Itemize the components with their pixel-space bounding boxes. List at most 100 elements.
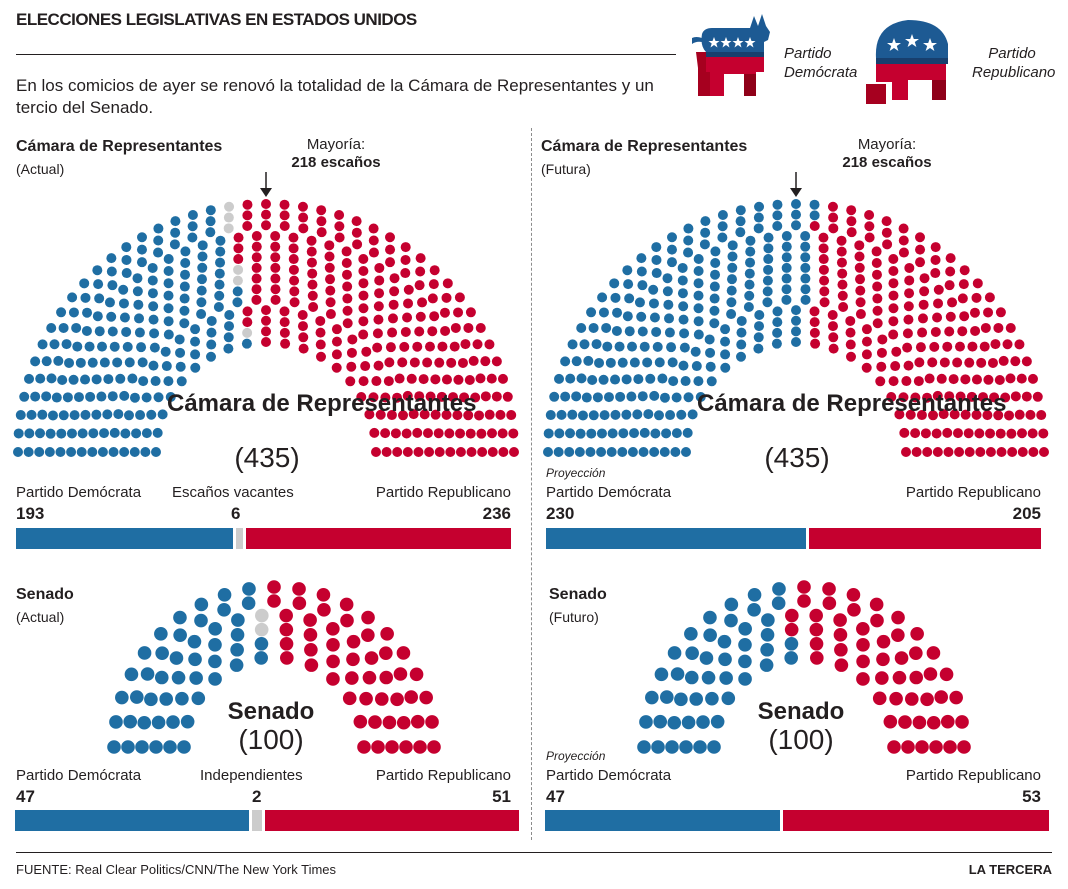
seat-partido-democrata — [687, 409, 698, 420]
seat-partido-democrata — [651, 268, 662, 279]
seat-partido-republicano — [324, 240, 335, 251]
seat-partido-republicano — [797, 594, 811, 608]
seat-partido-democrata — [719, 671, 733, 685]
seat-partido-republicano — [1036, 410, 1047, 421]
seat-partido-democrata — [693, 266, 704, 276]
seat-partido-republicano — [971, 292, 982, 303]
seat-partido-democrata — [23, 447, 34, 457]
seat-partido-democrata — [194, 613, 208, 628]
seat-partido-democrata — [665, 410, 676, 421]
seat-partido-democrata — [151, 715, 166, 730]
seat-partido-democrata — [91, 374, 102, 385]
seat-partido-democrata — [120, 428, 131, 439]
seat-partido-democrata — [634, 297, 645, 308]
seat-partido-democrata — [180, 258, 191, 268]
seat-partido-republicano — [917, 327, 928, 338]
seat-partido-democrata — [652, 341, 663, 352]
seat-partido-democrata — [107, 740, 121, 754]
seat-partido-democrata — [140, 447, 151, 457]
seat-partido-democrata — [196, 309, 207, 320]
seat-partido-democrata — [224, 309, 235, 320]
seat-partido-democrata — [214, 279, 225, 290]
seat-partido-democrata — [137, 646, 152, 660]
seat-partido-democrata — [726, 297, 737, 308]
seat-partido-democrata — [642, 357, 653, 368]
seat-partido-republicano — [904, 262, 915, 273]
seat-partido-republicano — [373, 314, 384, 325]
seat-partido-republicano — [1002, 339, 1013, 350]
seat-partido-democrata — [707, 740, 721, 754]
seat-partido-democrata — [153, 247, 164, 258]
seat-partido-republicano — [854, 251, 865, 262]
seat-partido-democrata — [197, 251, 208, 262]
seat-partido-democrata — [179, 281, 190, 292]
seat-partido-democrata — [636, 311, 647, 322]
seat-partido-republicano — [463, 410, 474, 421]
seat-partido-democrata — [137, 232, 147, 243]
seat-partido-republicano — [390, 428, 401, 439]
seat-partido-republicano — [345, 376, 356, 387]
seat-partido-democrata — [231, 613, 245, 627]
seat-partido-democrata — [662, 273, 673, 284]
seat-partido-republicano — [827, 321, 838, 332]
seat-partido-republicano — [837, 268, 848, 279]
seat-partido-democrata — [784, 651, 798, 665]
seat-partido-republicano — [470, 392, 481, 403]
seat-partido-republicano — [385, 740, 399, 754]
seat-partido-republicano — [389, 273, 400, 284]
seat-partido-republicano — [434, 357, 445, 368]
bar-segment-independientes — [249, 810, 262, 831]
seat-partido-republicano — [342, 293, 353, 304]
legend-democrat-label: Partido Demócrata — [784, 45, 858, 81]
seat-partido-republicano — [1010, 356, 1021, 367]
seat-partido-republicano — [877, 334, 888, 345]
seat-partido-republicano — [996, 447, 1007, 457]
seat-partido-republicano — [280, 651, 294, 665]
seat-partido-republicano — [415, 253, 426, 264]
seat-partido-republicano — [325, 274, 336, 285]
seat-partido-democrata — [639, 715, 653, 729]
seat-partido-democrata — [772, 221, 783, 232]
seat-partido-republicano — [872, 281, 883, 292]
seat-partido-republicano — [943, 740, 957, 754]
house-future-rep-label: Partido Republicano — [905, 484, 1041, 501]
seat-partido-republicano — [818, 232, 829, 243]
seat-partido-republicano — [368, 223, 379, 234]
seat-partido-republicano — [957, 293, 968, 304]
seat-partido-republicano — [331, 349, 342, 360]
seat-partido-republicano — [847, 603, 861, 617]
seat-partido-republicano — [484, 339, 495, 350]
seat-partido-democrata — [254, 636, 269, 651]
seat-partido-democrata — [622, 311, 633, 322]
seat-partido-democrata — [565, 373, 576, 384]
seat-partido-democrata — [610, 374, 621, 385]
seat-partido-republicano — [270, 241, 281, 252]
seat-partido-republicano — [942, 427, 953, 438]
title-rule — [16, 54, 676, 55]
seat-partido-republicano — [324, 262, 335, 273]
seat-partido-democrata — [99, 357, 110, 368]
seat-partido-republicano — [331, 324, 342, 335]
seat-partido-democrata — [545, 410, 556, 421]
seat-partido-democrata — [771, 596, 786, 611]
seat-partido-republicano — [315, 327, 326, 338]
seat-partido-democrata — [161, 361, 172, 372]
seat-partido-republicano — [412, 341, 423, 352]
seat-partido-republicano — [279, 210, 290, 221]
seat-partido-democrata — [650, 428, 661, 439]
seat-partido-republicano — [845, 339, 856, 350]
seat-partido-republicano — [933, 298, 944, 309]
seat-partido-democrata — [191, 691, 206, 706]
seat-partido-republicano — [403, 298, 414, 309]
seat-partido-democrata — [759, 658, 774, 672]
seat-partido-democrata — [592, 392, 603, 403]
seat-partido-democrata — [56, 307, 67, 318]
seat-partido-democrata — [709, 293, 720, 304]
seat-partido-democrata — [80, 374, 91, 385]
seat-partido-democrata — [607, 428, 618, 439]
seat-partido-republicano — [375, 409, 386, 420]
seat-partido-republicano — [414, 326, 425, 337]
seat-partido-democrata — [169, 239, 180, 250]
seat-partido-republicano — [970, 325, 981, 336]
seat-partido-republicano — [316, 205, 327, 216]
